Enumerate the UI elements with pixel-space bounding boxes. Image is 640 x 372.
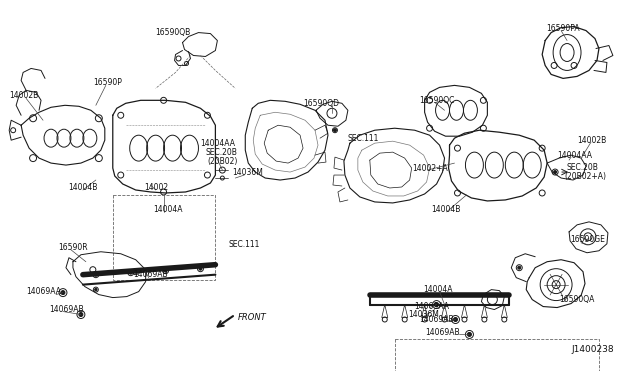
Text: SEC.20B: SEC.20B	[205, 148, 237, 157]
Text: 14002: 14002	[145, 183, 169, 192]
Circle shape	[95, 288, 97, 291]
Bar	[113, 195, 216, 280]
Text: FRONT: FRONT	[237, 313, 266, 322]
Text: 14069AA: 14069AA	[26, 287, 61, 296]
Circle shape	[164, 269, 167, 272]
Text: J1400238: J1400238	[571, 345, 614, 354]
Text: 14036M: 14036M	[232, 167, 263, 177]
Text: 14036M: 14036M	[409, 310, 440, 319]
Text: 14004AA: 14004AA	[557, 151, 592, 160]
Text: 16590QA: 16590QA	[559, 295, 595, 304]
Circle shape	[129, 271, 132, 274]
Circle shape	[554, 170, 557, 174]
Text: 16590P: 16590P	[93, 78, 122, 87]
Text: 14004AA: 14004AA	[200, 139, 236, 148]
Text: 14069AB: 14069AB	[134, 270, 168, 279]
Text: 14004B: 14004B	[431, 205, 461, 214]
Circle shape	[79, 312, 83, 317]
Text: 14069AB: 14069AB	[420, 315, 454, 324]
Text: SEC.111: SEC.111	[228, 240, 260, 249]
Circle shape	[333, 129, 337, 132]
Text: 16590QD: 16590QD	[303, 99, 339, 108]
Circle shape	[467, 333, 472, 336]
Circle shape	[435, 302, 438, 307]
Text: 16590PA: 16590PA	[546, 24, 580, 33]
Text: SEC.20B: SEC.20B	[566, 163, 598, 171]
Text: 14002+A: 14002+A	[413, 164, 449, 173]
Circle shape	[199, 267, 202, 270]
Text: 16590GE: 16590GE	[570, 235, 605, 244]
Text: 14004A: 14004A	[154, 205, 183, 214]
Text: 14069AB: 14069AB	[49, 305, 84, 314]
Text: 16590QB: 16590QB	[156, 28, 191, 37]
Text: 14004A: 14004A	[424, 285, 453, 294]
Text: 14069AA: 14069AA	[415, 302, 450, 311]
Text: 16590QC: 16590QC	[420, 96, 455, 105]
Bar	[395, 339, 599, 372]
Text: (20B02+A): (20B02+A)	[564, 171, 606, 180]
Text: SEC.111: SEC.111	[348, 134, 380, 143]
Circle shape	[454, 318, 458, 321]
Text: 14004B: 14004B	[68, 183, 97, 192]
Text: 14069AB: 14069AB	[426, 328, 460, 337]
Text: 16590R: 16590R	[58, 243, 88, 252]
Text: 14002B: 14002B	[577, 136, 606, 145]
Circle shape	[61, 291, 65, 295]
Circle shape	[94, 273, 97, 276]
Text: 14002B: 14002B	[9, 91, 38, 100]
Text: (20B02): (20B02)	[207, 157, 238, 166]
Circle shape	[518, 266, 521, 269]
Circle shape	[134, 270, 137, 273]
